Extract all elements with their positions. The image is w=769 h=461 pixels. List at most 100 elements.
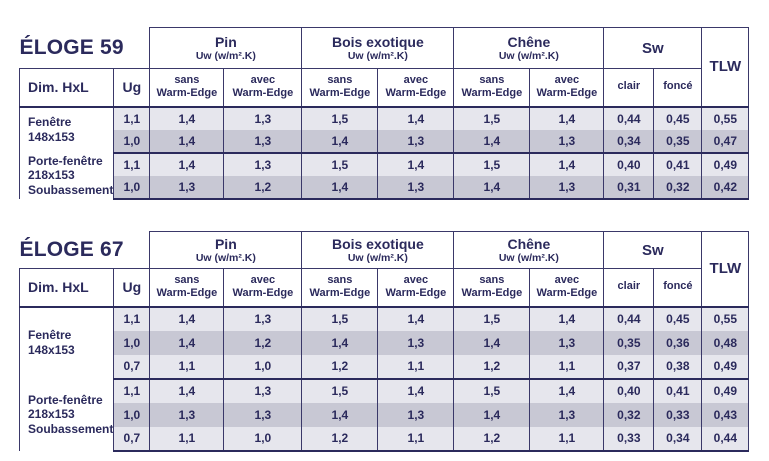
value-cell: 1,4: [149, 330, 225, 355]
group-header-bois-exotique: Bois exotique Uw (w/m².K): [301, 231, 455, 269]
value-cell: 0,34: [653, 426, 703, 452]
value-cell: 0,49: [701, 354, 750, 380]
header-tlw: TLW: [701, 231, 750, 308]
group-header-pin: Pin Uw (w/m².K): [149, 27, 303, 69]
header-clair: clair: [603, 68, 655, 108]
warm-edge-label: Warm-Edge: [309, 87, 371, 100]
value-cell: 0,32: [653, 175, 703, 200]
group-name: Bois exotique: [331, 235, 424, 252]
value-cell: 1,2: [301, 426, 379, 452]
value-cell: 0,34: [603, 129, 655, 154]
unit-label: Uw (w/m².K): [347, 251, 408, 264]
value-cell: 1,2: [223, 175, 303, 200]
table-title: ÉLOGE 59: [19, 27, 150, 69]
group-name: Chêne: [507, 235, 551, 252]
sans-label: sans: [479, 73, 505, 86]
group-name: Bois exotique: [331, 33, 424, 50]
value-cell: 1,4: [377, 152, 455, 176]
value-cell: 1,4: [529, 306, 605, 331]
warm-edge-label: Warm-Edge: [536, 287, 598, 300]
group-name: Pin: [214, 235, 237, 252]
value-cell: 1,3: [377, 129, 455, 154]
label-line: Soubassement: [28, 182, 114, 197]
value-cell: 0,31: [603, 175, 655, 200]
value-cell: 1,5: [301, 106, 379, 130]
warm-edge-label: Warm-Edge: [385, 287, 447, 300]
value-cell: 1,3: [223, 106, 303, 130]
avec-label: avec: [403, 73, 429, 86]
header-sans-warm-edge: sans Warm-Edge: [453, 68, 531, 108]
unit-label: Uw (w/m².K): [347, 49, 408, 62]
value-cell: 1,5: [453, 152, 531, 176]
value-cell: 0,44: [701, 426, 750, 452]
value-cell: 0,49: [701, 378, 750, 403]
value-cell: 1,3: [223, 152, 303, 176]
value-cell: 0,45: [653, 306, 703, 331]
value-cell: 1,4: [301, 129, 379, 154]
unit-label: Uw (w/m².K): [498, 49, 559, 62]
value-cell: 0,37: [603, 354, 655, 380]
value-cell: 1,2: [453, 426, 531, 452]
header-avec-warm-edge: avec Warm-Edge: [529, 268, 605, 308]
value-cell: 1,5: [453, 306, 531, 331]
label-line: 148x153: [28, 130, 75, 144]
header-avec-warm-edge: avec Warm-Edge: [223, 268, 303, 308]
value-cell: 1,2: [301, 354, 379, 380]
header-clair: clair: [603, 268, 655, 308]
label-line: Fenêtre: [28, 328, 72, 343]
value-cell: 0,40: [603, 152, 655, 176]
avec-label: avec: [250, 273, 276, 286]
header-tlw: TLW: [701, 27, 750, 108]
header-sans-warm-edge: sans Warm-Edge: [149, 68, 225, 108]
header-sans-warm-edge: sans Warm-Edge: [149, 268, 225, 308]
header-ug: Ug: [113, 68, 151, 108]
table-title: ÉLOGE 67: [19, 231, 150, 269]
value-cell: 1,4: [453, 402, 531, 427]
value-cell: 1,4: [301, 175, 379, 200]
group-name: Pin: [214, 33, 237, 50]
value-cell: 1,4: [529, 378, 605, 403]
sans-label: sans: [174, 73, 200, 86]
label-line: 218x153: [28, 407, 75, 422]
header-sans-warm-edge: sans Warm-Edge: [301, 268, 379, 308]
value-cell: 0,41: [653, 152, 703, 176]
warm-edge-label: Warm-Edge: [156, 287, 218, 300]
group-header-pin: Pin Uw (w/m².K): [149, 231, 303, 269]
value-cell: 1,1: [149, 426, 225, 452]
label-line: Soubassement: [28, 421, 114, 436]
value-cell: 0,41: [653, 378, 703, 403]
value-cell: 0,45: [653, 106, 703, 130]
value-cell: 1,5: [301, 306, 379, 331]
value-cell: 1,4: [453, 330, 531, 355]
value-cell: 1,4: [377, 378, 455, 403]
header-fonce: foncé: [653, 268, 703, 308]
value-cell: 1,4: [453, 175, 531, 200]
ug-value: 1,1: [113, 306, 151, 331]
warm-edge-label: Warm-Edge: [232, 87, 294, 100]
value-cell: 1,4: [149, 129, 225, 154]
value-cell: 0,44: [603, 106, 655, 130]
value-cell: 1,4: [529, 106, 605, 130]
header-ug: Ug: [113, 268, 151, 308]
spec-table-eloge-67: ÉLOGE 67 Pin Uw (w/m².K) Bois exotique U…: [18, 231, 750, 452]
value-cell: 1,4: [149, 106, 225, 130]
ug-value: 1,0: [113, 175, 151, 200]
value-cell: 1,3: [529, 175, 605, 200]
header-sans-warm-edge: sans Warm-Edge: [453, 268, 531, 308]
spec-table-eloge-59: ÉLOGE 59 Pin Uw (w/m².K) Bois exotique U…: [18, 27, 750, 200]
group-header-chene: Chêne Uw (w/m².K): [453, 27, 605, 69]
value-cell: 0,33: [603, 426, 655, 452]
value-cell: 1,1: [377, 354, 455, 380]
value-cell: 1,3: [377, 330, 455, 355]
unit-label: Uw (w/m².K): [498, 251, 559, 264]
header-fonce: foncé: [653, 68, 703, 108]
unit-label: Uw (w/m².K): [195, 251, 256, 264]
value-cell: 1,3: [529, 129, 605, 154]
avec-label: avec: [554, 273, 580, 286]
value-cell: 1,1: [529, 354, 605, 380]
sans-label: sans: [479, 273, 505, 286]
avec-label: avec: [403, 273, 429, 286]
value-cell: 1,0: [223, 426, 303, 452]
value-cell: 1,4: [149, 152, 225, 176]
warm-edge-label: Warm-Edge: [232, 287, 294, 300]
